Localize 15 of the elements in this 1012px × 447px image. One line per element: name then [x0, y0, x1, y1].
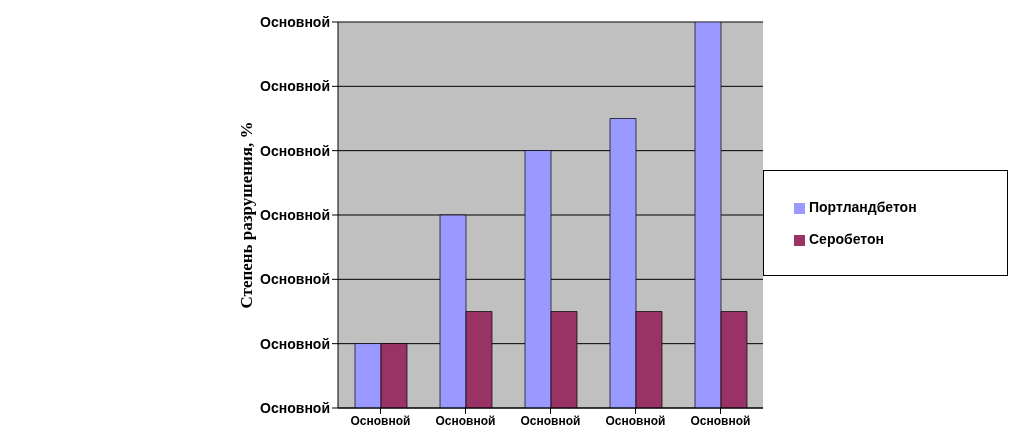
text: Основной [260, 399, 330, 416]
x-tick-label: Основной [690, 413, 751, 428]
text: Основной [260, 142, 330, 159]
text: Основной [260, 206, 330, 223]
text: Основной [260, 78, 330, 95]
y-axis-title: Степень разрушения, % [237, 121, 257, 309]
text: Основной [260, 13, 330, 30]
x-tick-label: Основной [605, 413, 666, 428]
x-tick-label: Основной [520, 413, 581, 428]
legend-label: Серобетон [809, 231, 884, 247]
text: Основной [260, 335, 330, 352]
x-tick-label: Основной [350, 413, 411, 428]
x-tick-label: Основной [435, 413, 496, 428]
legend-label: Портландбетон [809, 199, 917, 215]
text: Основной [260, 271, 330, 288]
